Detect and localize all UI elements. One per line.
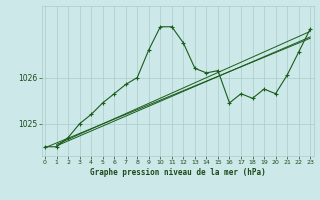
X-axis label: Graphe pression niveau de la mer (hPa): Graphe pression niveau de la mer (hPa)	[90, 168, 266, 177]
